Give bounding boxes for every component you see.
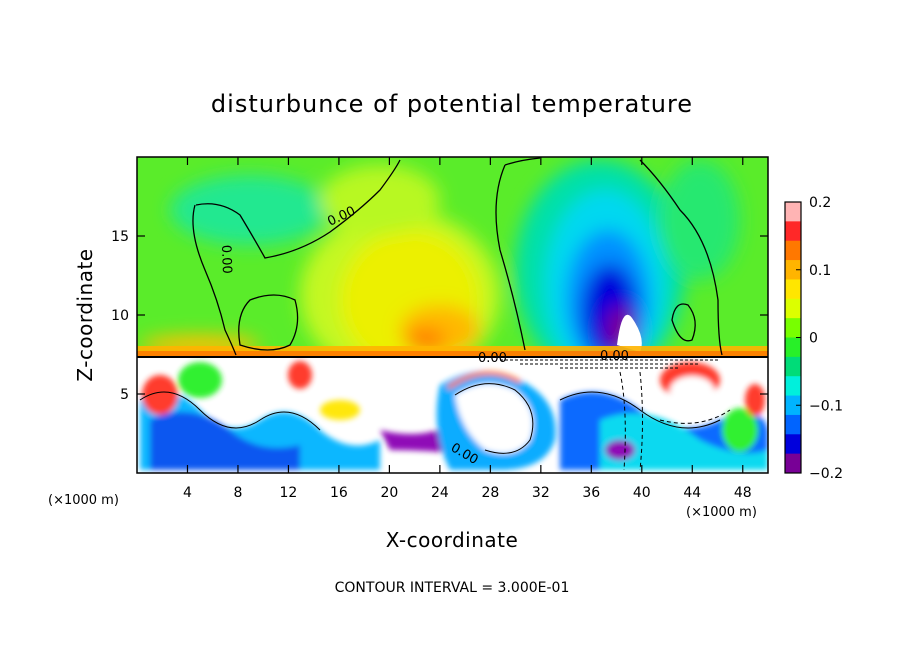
colorbar-tick-label: 0.1 [809, 263, 831, 279]
colorbar-tick-label: 0.2 [809, 195, 831, 211]
x-tick-label: 4 [183, 485, 192, 501]
vortex-inner-white [455, 383, 533, 454]
y-axis-label: Z-coordinate [73, 248, 97, 381]
colorbar-swatch [785, 453, 801, 474]
x-tick-label: 16 [330, 485, 348, 501]
lower-red-far-right [745, 384, 765, 416]
upper-contours [192, 157, 723, 356]
upper-right-teal [660, 160, 740, 280]
x-unit-left: (×1000 m) [48, 493, 119, 508]
lower-purple-right [605, 440, 635, 460]
lower-red-patch-1 [142, 375, 178, 415]
y-tick-label: 5 [120, 387, 129, 403]
lower-cyan-right [600, 413, 768, 470]
contour-interval: CONTOUR INTERVAL = 3.000E-01 [335, 580, 570, 596]
x-tick-label: 28 [481, 485, 499, 501]
x-tick-label: 8 [233, 485, 242, 501]
lower-green-patch [178, 362, 222, 398]
lower-green-right [722, 408, 758, 452]
contour-label-2: 0.00 [218, 245, 234, 274]
y-axis: 5 10 15 [111, 229, 768, 403]
colorbar-swatch [785, 240, 801, 261]
vortex-orange-ring [446, 371, 521, 390]
upper-left-yellow [320, 165, 440, 235]
colorbar-swatch [785, 318, 801, 338]
x-tick-label: 20 [380, 485, 398, 501]
lower-white-right [670, 376, 714, 404]
colorbar-swatch [785, 376, 801, 397]
x-tick-label: 36 [582, 485, 600, 501]
colorbar-swatch [785, 202, 801, 222]
x-tick-label: 44 [683, 485, 701, 501]
y-tick-label: 10 [111, 308, 129, 324]
plot-field [137, 157, 768, 473]
colorbar-swatch [785, 395, 801, 416]
colorbar-swatch [785, 298, 801, 319]
upper-left-teal [170, 175, 330, 245]
cold-core-notch [617, 314, 642, 352]
colorbar-swatch [785, 260, 801, 280]
x-tick-label: 24 [431, 485, 449, 501]
x-tick-label: 12 [280, 485, 298, 501]
colorbar-tick-label: −0.2 [809, 466, 843, 482]
colorbar-swatch [785, 337, 801, 358]
lower-field [137, 358, 768, 473]
x-unit-right: (×1000 m) [686, 505, 757, 520]
colorbar-swatch [785, 279, 801, 300]
lower-blue-swirl-2 [150, 412, 300, 470]
colorbar: 0.2 0.1 0 −0.1 −0.2 [784, 195, 843, 482]
lower-contours [139, 371, 731, 471]
contour-label-4: 0.00 [600, 349, 629, 364]
colorbar-swatch [785, 356, 801, 377]
y-tick-label: 15 [111, 229, 129, 245]
x-axis: 4 8 12 16 20 24 28 32 36 40 44 48 [183, 157, 752, 501]
x-tick-label: 48 [734, 485, 752, 501]
contour-label-3: 0.00 [478, 351, 507, 366]
x-axis-label: X-coordinate [386, 528, 519, 552]
colorbar-swatch [785, 414, 801, 435]
interface-dashes [500, 359, 720, 369]
upper-field [137, 157, 768, 357]
lower-yellow-patch [320, 400, 360, 420]
colorbar-swatch [785, 434, 801, 455]
colorbar-tick-label: −0.1 [809, 398, 843, 414]
colorbar-tick-label: 0 [809, 331, 818, 347]
lower-red-patch-2 [288, 361, 312, 389]
chart-title: disturbunce of potential temperature [211, 90, 693, 118]
x-tick-label: 40 [633, 485, 651, 501]
colorbar-swatch [785, 221, 801, 242]
x-tick-label: 32 [532, 485, 550, 501]
